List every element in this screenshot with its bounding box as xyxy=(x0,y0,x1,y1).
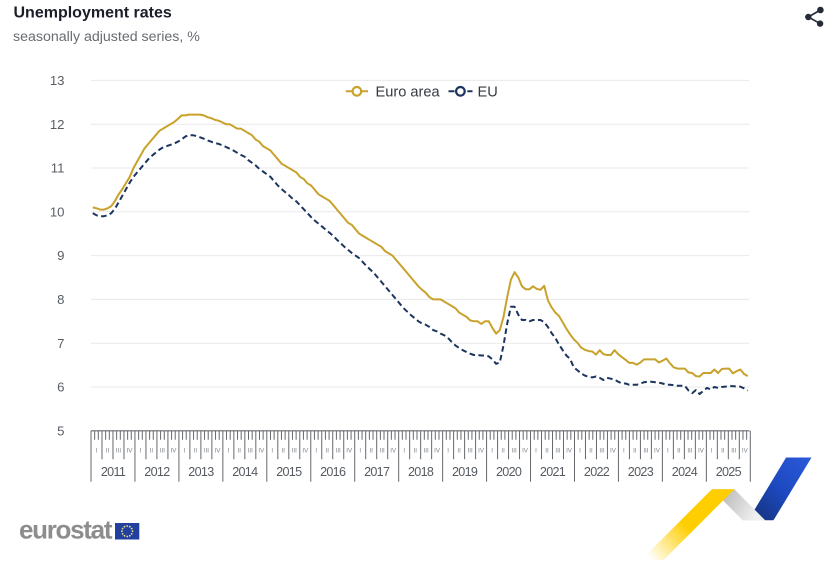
svg-text:III: III xyxy=(643,447,648,454)
svg-text:2014: 2014 xyxy=(232,465,258,479)
svg-text:IV: IV xyxy=(434,447,441,454)
svg-text:eurostat: eurostat xyxy=(19,515,113,545)
svg-text:III: III xyxy=(380,447,385,454)
svg-text:5: 5 xyxy=(57,423,64,438)
svg-text:I: I xyxy=(271,447,273,454)
svg-text:I: I xyxy=(447,447,449,454)
svg-text:II: II xyxy=(369,447,373,454)
svg-text:2016: 2016 xyxy=(320,465,346,479)
svg-text:I: I xyxy=(228,447,230,454)
svg-text:IV: IV xyxy=(346,447,353,454)
svg-text:I: I xyxy=(96,447,98,454)
svg-text:IV: IV xyxy=(742,447,749,454)
svg-text:7: 7 xyxy=(57,336,64,351)
svg-text:III: III xyxy=(248,447,253,454)
svg-text:I: I xyxy=(491,447,493,454)
svg-text:I: I xyxy=(315,447,317,454)
svg-text:III: III xyxy=(512,447,517,454)
svg-text:IV: IV xyxy=(214,447,221,454)
svg-text:III: III xyxy=(468,447,473,454)
svg-text:II: II xyxy=(282,447,286,454)
svg-text:8: 8 xyxy=(57,292,64,307)
svg-text:IV: IV xyxy=(170,447,177,454)
svg-text:II: II xyxy=(106,447,110,454)
svg-text:II: II xyxy=(501,447,505,454)
svg-text:2012: 2012 xyxy=(144,465,170,479)
svg-text:IV: IV xyxy=(302,447,309,454)
svg-text:2018: 2018 xyxy=(408,465,434,479)
svg-text:IV: IV xyxy=(654,447,661,454)
svg-text:II: II xyxy=(677,447,681,454)
svg-text:IV: IV xyxy=(522,447,529,454)
svg-text:seasonally adjusted series, %: seasonally adjusted series, % xyxy=(13,29,200,45)
svg-text:2011: 2011 xyxy=(101,465,126,479)
svg-text:I: I xyxy=(359,447,361,454)
svg-text:III: III xyxy=(292,447,297,454)
svg-text:IV: IV xyxy=(566,447,573,454)
svg-text:II: II xyxy=(589,447,593,454)
svg-text:2017: 2017 xyxy=(364,465,390,479)
svg-text:III: III xyxy=(160,447,165,454)
svg-text:II: II xyxy=(325,447,329,454)
svg-text:IV: IV xyxy=(258,447,265,454)
svg-text:2019: 2019 xyxy=(452,465,478,479)
svg-text:II: II xyxy=(194,447,198,454)
svg-text:2021: 2021 xyxy=(540,465,566,479)
svg-text:III: III xyxy=(599,447,604,454)
svg-text:2023: 2023 xyxy=(628,465,654,479)
svg-text:2013: 2013 xyxy=(188,465,214,479)
svg-text:6: 6 xyxy=(57,380,64,395)
svg-text:2015: 2015 xyxy=(276,465,302,479)
svg-text:I: I xyxy=(667,447,669,454)
svg-text:III: III xyxy=(336,447,341,454)
svg-text:13: 13 xyxy=(50,73,65,88)
svg-text:I: I xyxy=(711,447,713,454)
svg-text:IV: IV xyxy=(610,447,617,454)
svg-text:II: II xyxy=(238,447,242,454)
svg-text:III: III xyxy=(424,447,429,454)
svg-text:Euro area: Euro area xyxy=(376,85,441,101)
svg-text:III: III xyxy=(204,447,209,454)
svg-text:III: III xyxy=(116,447,121,454)
svg-text:2025: 2025 xyxy=(716,465,742,479)
svg-text:IV: IV xyxy=(127,447,134,454)
svg-text:I: I xyxy=(184,447,186,454)
svg-text:Unemployment rates: Unemployment rates xyxy=(14,5,172,22)
svg-text:I: I xyxy=(403,447,405,454)
svg-text:IV: IV xyxy=(390,447,397,454)
svg-text:11: 11 xyxy=(51,161,65,176)
svg-text:II: II xyxy=(457,447,461,454)
svg-text:III: III xyxy=(687,447,692,454)
svg-text:I: I xyxy=(140,447,142,454)
svg-text:2020: 2020 xyxy=(496,465,522,479)
svg-text:IV: IV xyxy=(478,447,485,454)
svg-text:12: 12 xyxy=(50,117,65,132)
svg-text:10: 10 xyxy=(50,204,65,219)
svg-text:II: II xyxy=(150,447,154,454)
svg-text:9: 9 xyxy=(57,248,64,263)
svg-text:EU: EU xyxy=(478,85,498,101)
svg-text:III: III xyxy=(731,447,736,454)
svg-text:II: II xyxy=(633,447,637,454)
svg-text:I: I xyxy=(623,447,625,454)
svg-text:II: II xyxy=(545,447,549,454)
svg-text:II: II xyxy=(413,447,417,454)
svg-text:II: II xyxy=(721,447,725,454)
svg-text:III: III xyxy=(555,447,560,454)
svg-text:2024: 2024 xyxy=(672,465,698,479)
svg-text:IV: IV xyxy=(698,447,705,454)
svg-text:I: I xyxy=(535,447,537,454)
svg-text:2022: 2022 xyxy=(584,465,610,479)
svg-text:I: I xyxy=(579,447,581,454)
